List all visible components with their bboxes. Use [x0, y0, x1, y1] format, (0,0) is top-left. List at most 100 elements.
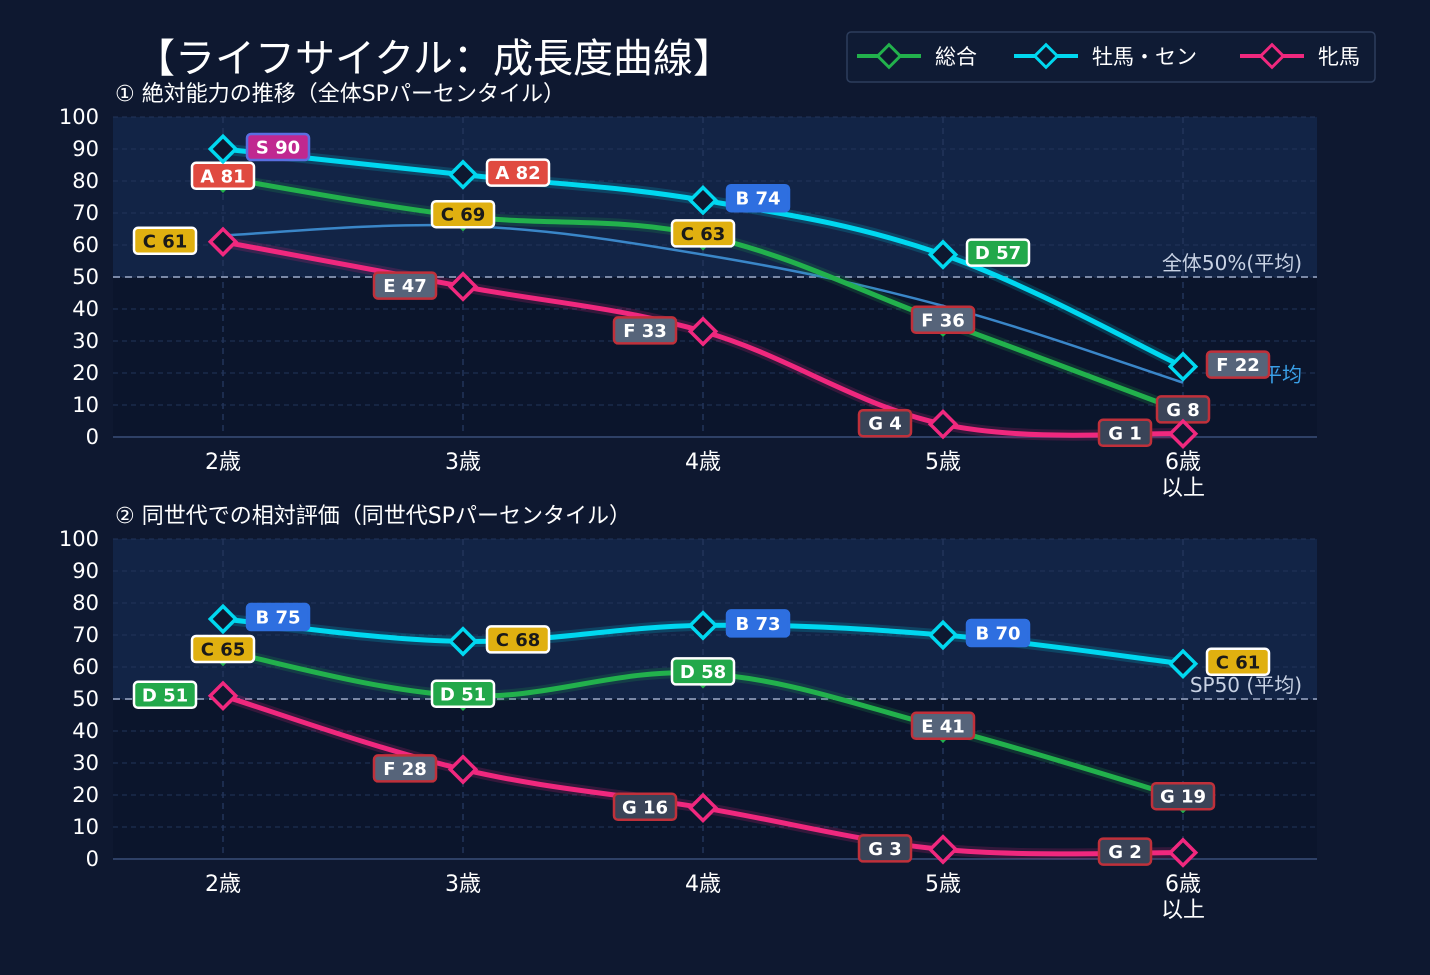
data-label-text: D 51 [440, 684, 486, 705]
data-label-s1-p4: F 22 [1205, 350, 1271, 379]
x-tick-label-4: 6歳 [1165, 450, 1201, 475]
data-label-text: E 41 [921, 716, 965, 737]
panel-relative: 0 10 20 30 40 50 60 70 80 90 100 ② 同世代での相対評価（同世代SPパ… [59, 504, 1317, 923]
data-label-s0-p4: G 19 [1150, 781, 1216, 811]
data-label-text: A 81 [200, 166, 245, 187]
data-label-box [132, 226, 198, 256]
panel-subtitle-1: ② 同世代での相対評価（同世代SPパーセンタイル） [115, 504, 631, 529]
marker-s1-p0 [207, 133, 239, 165]
y-tick-label-5: 50 [72, 687, 99, 711]
legend-label-0: 総合 [935, 45, 977, 69]
data-label-box [1205, 647, 1271, 677]
data-label-s0-p1: D 51 [430, 679, 496, 709]
data-label-text: B 70 [975, 624, 1020, 645]
data-label-text: G 3 [868, 839, 902, 860]
marker-s2-p2 [687, 316, 719, 347]
data-label-box [910, 305, 976, 335]
marker-s2-p3 [927, 408, 959, 440]
data-label-text: E 47 [383, 276, 427, 297]
marker-s1-p2 [687, 610, 719, 641]
data-label-text: B 75 [255, 608, 300, 629]
marker-s1-p3 [927, 239, 959, 270]
data-label-s0-p2: C 63 [670, 219, 736, 248]
y-tick-label-2: 20 [72, 361, 99, 385]
marker-s1-p2 [687, 184, 719, 216]
data-label-s1-p2: B 74 [725, 183, 791, 213]
x-tick-label-1: 3歳 [445, 872, 481, 897]
data-label-s1-p0: S 90 [245, 132, 311, 162]
data-label-box [965, 618, 1031, 648]
marker-s2-p3 [927, 834, 959, 865]
data-label-s1-p1: A 82 [485, 158, 551, 187]
data-label-box [670, 219, 736, 248]
panel-absolute: 0 10 20 30 40 50 60 70 80 90 100 ① 絶対能力の推移（全体SPパーセン… [59, 82, 1317, 501]
y-tick-label-10: 100 [59, 105, 99, 129]
marker-s2-p4 [1167, 418, 1199, 450]
x-tick-label-3: 5歳 [925, 450, 961, 475]
x-tick-label-0: 2歳 [205, 872, 241, 897]
data-label-box [485, 625, 551, 654]
data-label-text: C 65 [201, 640, 246, 661]
data-label-text: D 58 [680, 662, 726, 683]
data-label-text: G 4 [868, 414, 902, 435]
data-label-box [857, 408, 913, 438]
marker-s1-p0 [207, 603, 239, 635]
data-label-s2-p4: G 2 [1097, 837, 1153, 866]
data-label-text: C 61 [143, 231, 188, 252]
data-label-box [1150, 781, 1216, 811]
data-label-text: A 82 [495, 163, 540, 184]
data-label-s0-p0: A 81 [190, 161, 256, 191]
data-label-box [612, 792, 678, 822]
y-tick-label-10: 100 [59, 527, 99, 551]
legend-marker-2 [1258, 42, 1286, 70]
data-label-box [670, 657, 736, 686]
y-tick-label-8: 80 [72, 591, 99, 615]
data-label-s2-p0: D 51 [132, 680, 198, 710]
x-tick-label-3: 5歳 [925, 872, 961, 897]
y-tick-label-7: 70 [72, 623, 99, 647]
data-label-text: G 2 [1108, 842, 1142, 863]
data-label-s1-p0: B 75 [245, 602, 311, 632]
x-tick-label-0: 2歳 [205, 450, 241, 475]
reference-line-label: SP50 (平均) [1190, 673, 1302, 697]
data-label-box [372, 754, 438, 783]
y-tick-label-4: 40 [72, 719, 99, 743]
y-tick-label-2: 20 [72, 783, 99, 807]
legend-marker-1 [1032, 42, 1060, 70]
data-label-text: G 8 [1166, 400, 1200, 421]
data-label-text: D 57 [975, 243, 1021, 264]
marker-s1-p1 [447, 626, 479, 657]
data-label-text: G 19 [1160, 787, 1206, 808]
data-label-s0-p3: F 36 [910, 305, 976, 335]
data-label-s2-p1: F 28 [372, 754, 438, 783]
data-label-s0-p3: E 41 [910, 711, 976, 741]
reference-curve [222, 223, 1184, 384]
marker-s1-p3 [927, 619, 959, 651]
data-label-s0-p4: G 8 [1155, 395, 1211, 424]
data-label-text: G 16 [622, 797, 668, 818]
marker-s1-p4 [1167, 351, 1199, 382]
plot-bg-lower [113, 277, 1317, 437]
x-tick-label-2: 4歳 [685, 450, 721, 475]
data-label-text: C 68 [496, 630, 541, 651]
marker-s2-p1 [447, 271, 479, 302]
legend-label-2: 牝馬 [1318, 45, 1360, 69]
data-label-s0-p2: D 58 [670, 657, 736, 686]
legend-label-1: 牡馬・セン [1092, 45, 1197, 69]
y-tick-label-3: 30 [72, 329, 99, 353]
data-label-box [1097, 418, 1153, 448]
data-label-text: C 61 [1216, 652, 1261, 673]
y-tick-label-3: 30 [72, 751, 99, 775]
data-label-box [132, 680, 198, 710]
data-label-box [1097, 837, 1153, 866]
x-tick-label-2: 4歳 [685, 872, 721, 897]
data-label-text: F 36 [921, 310, 965, 331]
data-label-box [245, 602, 311, 632]
y-tick-label-9: 90 [72, 559, 99, 583]
data-label-text: F 22 [1216, 355, 1260, 376]
marker-s2-p1 [447, 754, 479, 785]
x-tick-label-4: 6歳 [1165, 872, 1201, 897]
data-label-box [372, 271, 438, 300]
y-tick-label-0: 0 [86, 847, 99, 871]
data-label-text: S 90 [256, 138, 300, 159]
